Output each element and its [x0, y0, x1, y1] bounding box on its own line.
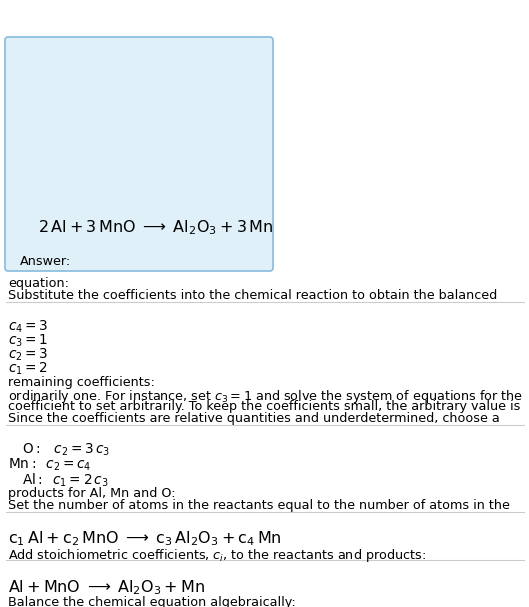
Text: $c_4 = 3$: $c_4 = 3$ — [8, 319, 48, 336]
Text: $\mathrm{2\, Al + 3\, MnO \;\longrightarrow\; Al_2O_3 + 3\, Mn}$: $\mathrm{2\, Al + 3\, MnO \;\longrightar… — [38, 218, 273, 237]
Text: Add stoichiometric coefficients, $c_i$, to the reactants and products:: Add stoichiometric coefficients, $c_i$, … — [8, 547, 426, 564]
Text: Since the coefficients are relative quantities and underdetermined, choose a: Since the coefficients are relative quan… — [8, 412, 500, 425]
Text: $\mathrm{c_1\, Al + c_2\, MnO \;\longrightarrow\; c_3\, Al_2O_3 + c_4\, Mn}$: $\mathrm{c_1\, Al + c_2\, MnO \;\longrig… — [8, 529, 281, 548]
Text: Set the number of atoms in the reactants equal to the number of atoms in the: Set the number of atoms in the reactants… — [8, 499, 510, 512]
Text: ordinarily one. For instance, set $c_3 = 1$ and solve the system of equations fo: ordinarily one. For instance, set $c_3 =… — [8, 388, 523, 405]
Text: Substitute the coefficients into the chemical reaction to obtain the balanced: Substitute the coefficients into the che… — [8, 289, 497, 302]
Text: Balance the chemical equation algebraically:: Balance the chemical equation algebraica… — [8, 596, 296, 607]
Text: Answer:: Answer: — [20, 255, 71, 268]
Text: equation:: equation: — [8, 277, 69, 290]
Text: $\mathrm{Al + MnO \;\longrightarrow\; Al_2O_3 + Mn}$: $\mathrm{Al + MnO \;\longrightarrow\; Al… — [8, 578, 205, 597]
Text: remaining coefficients:: remaining coefficients: — [8, 376, 155, 389]
Text: $\mathrm{O:}\;\;\; c_2 = 3\,c_3$: $\mathrm{O:}\;\;\; c_2 = 3\,c_3$ — [22, 442, 110, 458]
Text: $\mathrm{Mn:}\;\; c_2 = c_4$: $\mathrm{Mn:}\;\; c_2 = c_4$ — [8, 457, 92, 473]
Text: $c_3 = 1$: $c_3 = 1$ — [8, 333, 48, 350]
FancyBboxPatch shape — [5, 37, 273, 271]
Text: coefficient to set arbitrarily. To keep the coefficients small, the arbitrary va: coefficient to set arbitrarily. To keep … — [8, 400, 521, 413]
Text: $c_2 = 3$: $c_2 = 3$ — [8, 347, 48, 364]
Text: products for Al, Mn and O:: products for Al, Mn and O: — [8, 487, 176, 500]
Text: $c_1 = 2$: $c_1 = 2$ — [8, 361, 48, 378]
Text: $\mathrm{Al:}\;\; c_1 = 2\,c_3$: $\mathrm{Al:}\;\; c_1 = 2\,c_3$ — [22, 472, 109, 489]
